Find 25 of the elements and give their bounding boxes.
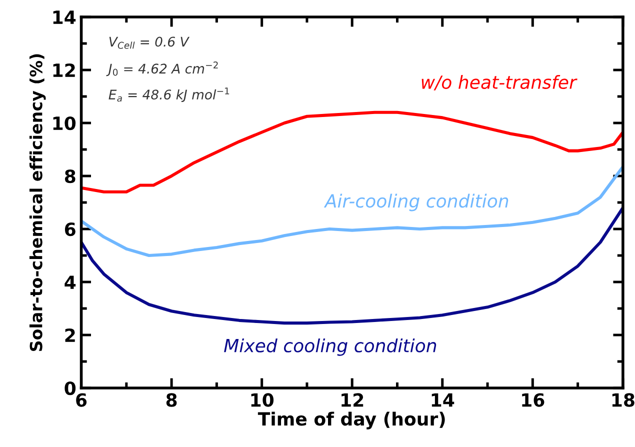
x-tick-label: 8 (166, 393, 177, 407)
y-tick-label: 2 (65, 328, 75, 342)
x-tick-label: 12 (342, 393, 364, 407)
y-tick-label: 8 (64, 169, 76, 184)
y-tick-label: 6 (64, 222, 76, 236)
annotation: V$_{Cell}$ = 0.6 V (109, 36, 190, 49)
series-label: Mixed cooling condition (224, 338, 436, 356)
y-tick-label: 14 (53, 10, 76, 24)
x-tick-label: 16 (522, 393, 544, 407)
y-tick-label: 10 (53, 116, 76, 130)
x-tick-label: 14 (432, 393, 454, 407)
series-label: Air-cooling condition (324, 194, 508, 212)
annotation: E$_{a}$ = 48.6 kJ mol$^{−1}$ (108, 88, 230, 102)
y-tick-label: 4 (64, 276, 76, 289)
x-axis-title: Time of day (hour) (258, 412, 445, 430)
line-series (81, 110, 623, 194)
y-tick-label: 12 (53, 63, 75, 77)
y-tick-label: 0 (64, 381, 76, 396)
series-label: w/o heat-transfer (422, 75, 578, 90)
y-axis-title: Solar-to-chemical efficiency (%) (29, 54, 46, 352)
x-tick-label: 18 (612, 393, 634, 407)
x-tick-label: 10 (251, 393, 274, 407)
annotation: J$_{0}$ = 4.62 A cm$^{−2}$ (106, 62, 218, 76)
x-tick-label: 6 (76, 393, 87, 407)
line-series (81, 165, 623, 258)
